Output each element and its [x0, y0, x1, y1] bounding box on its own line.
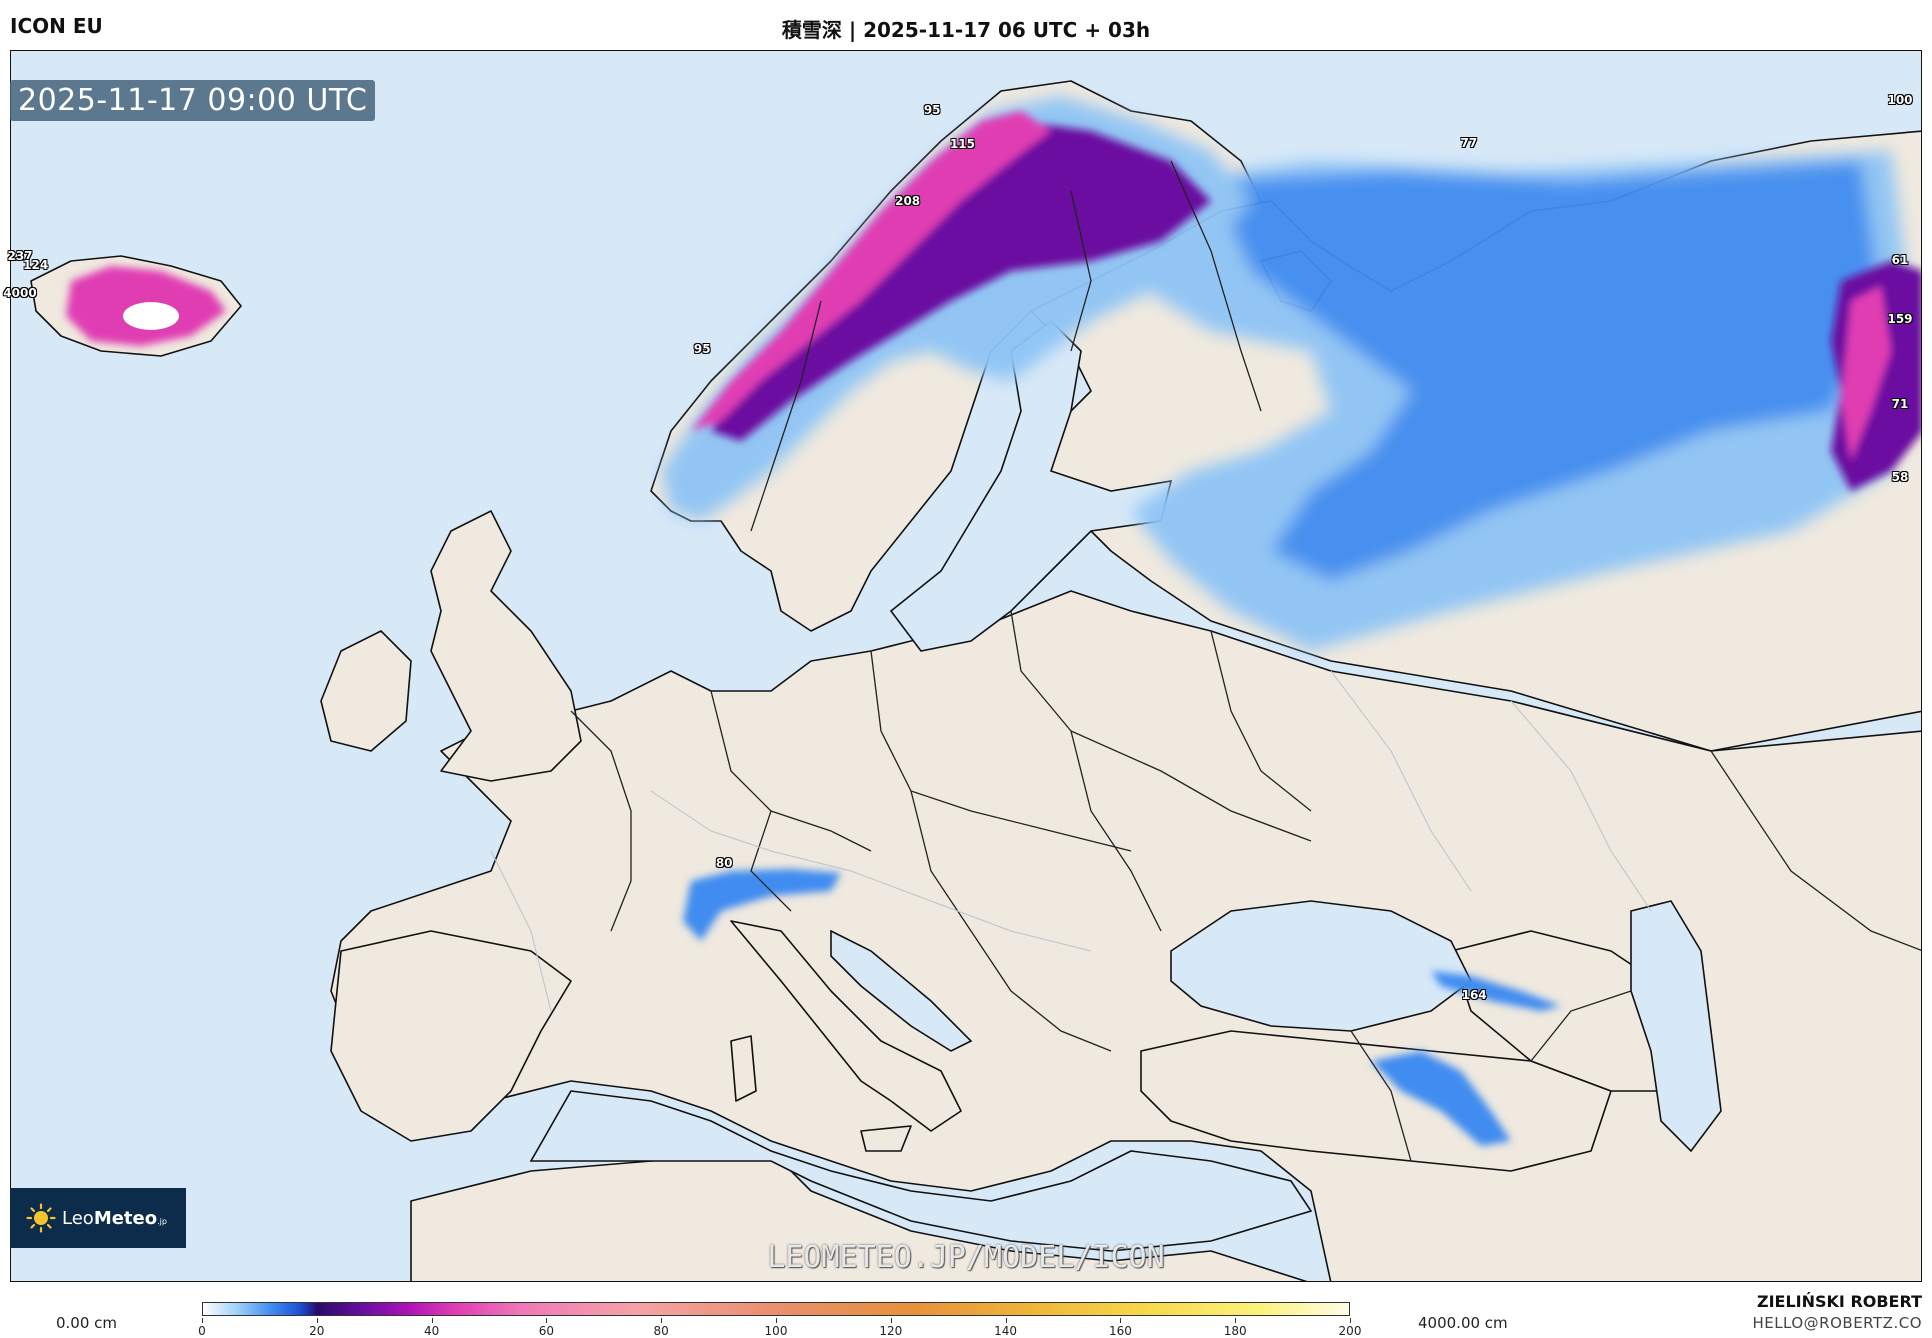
border-line: [750, 810, 792, 912]
snow-depth-value-label: 164: [1461, 987, 1487, 1002]
mediterranean-sea: [529, 1090, 1313, 1252]
logo-brand-bold: Meteo: [93, 1207, 158, 1229]
author-email[interactable]: HELLO@ROBERTZ.CO: [1752, 1314, 1922, 1332]
colorbar-tick-label: 60: [538, 1324, 555, 1338]
colorbar-tick-label: 200: [1338, 1324, 1362, 1338]
snow-alps: [683, 869, 841, 941]
border-line: [1350, 1030, 1412, 1162]
snow-depth-value-label: 58: [1891, 470, 1909, 485]
colorbar-tick-label: 0: [198, 1324, 206, 1338]
legend-max-label: 4000.00 cm: [1418, 1314, 1508, 1332]
logo-text: LeoMeteo.jp: [62, 1208, 167, 1229]
colorbar-tick-mark: [431, 1318, 433, 1323]
colorbar-tick-mark: [776, 1318, 777, 1323]
map-title: 積雪深 | 2025-11-17 06 UTC + 03h: [781, 18, 1151, 42]
site-watermark: LEOMETEO.JP/MODEL/ICON: [767, 1240, 1165, 1275]
snow-depth-value-label: 4000: [3, 286, 37, 301]
snow-depth-value-label: 124: [23, 258, 49, 273]
colorbar-tick-mark: [661, 1318, 663, 1323]
sardinia-landmass: [730, 1035, 757, 1102]
border-line: [870, 650, 1132, 852]
italy-landmass: [730, 920, 962, 1132]
border-line: [1070, 730, 1162, 932]
border-line: [1010, 610, 1312, 842]
border-line: [570, 710, 632, 932]
snow-depth-value-label: 61: [1891, 253, 1909, 268]
great-britain-landmass: [430, 510, 582, 782]
colorbar-tick-label: 80: [653, 1324, 669, 1338]
valid-time-badge: 2025-11-17 09:00 UTC: [10, 80, 376, 121]
snow-turkey: [1371, 1051, 1511, 1146]
snow-depth-value-label: 80: [715, 856, 733, 871]
colorbar-tick-mark: [202, 1318, 203, 1323]
river-line: [1510, 700, 1652, 912]
snow-depth-value-label: 208: [895, 194, 921, 209]
colorbar-tick-label: 160: [1108, 1324, 1132, 1338]
snow-depth-value-label: 77: [1460, 135, 1478, 150]
iberia-landmass: [330, 930, 572, 1142]
river-line: [1330, 670, 1472, 892]
snow-depth-value-label: 159: [1887, 311, 1913, 326]
snow-depth-value-label: 71: [1891, 397, 1909, 412]
north-africa-landmass: [410, 1150, 1308, 1281]
border-line: [1070, 190, 1092, 352]
snow-depth-value-label: 237: [7, 248, 33, 263]
border-line: [1530, 990, 1632, 1062]
snow-layer: [66, 96, 1921, 1146]
logo-suffix: .jp: [157, 1216, 167, 1226]
snow-caucasus: [1431, 971, 1561, 1011]
border-line: [910, 790, 1112, 1052]
colorbar-tick-mark: [1005, 1318, 1007, 1323]
model-name: ICON EU: [10, 14, 103, 38]
adriatic-sea: [830, 929, 973, 1052]
border-line: [1210, 630, 1312, 812]
sea-layer: [529, 250, 1722, 1252]
colorbar-tick-mark: [1235, 1318, 1237, 1323]
colorbar-tick-label: 40: [423, 1324, 440, 1338]
snow-urals-extreme: [1841, 286, 1891, 461]
snow-iceland-peak: [123, 302, 179, 330]
black-sea: [1170, 900, 1473, 1032]
author-credit: ZIELIŃSKI ROBERT: [1756, 1292, 1922, 1311]
snow-depth-colorbar: [202, 1302, 1350, 1316]
river-line: [490, 850, 552, 1012]
colorbar-tick-mark: [890, 1318, 892, 1323]
colorbar-tick-label: 20: [309, 1324, 325, 1338]
legend-min-label: 0.00 cm: [56, 1314, 118, 1332]
colorbar-tick-label: 100: [764, 1324, 788, 1338]
ireland-landmass: [320, 630, 412, 752]
snow-depth-value-label: 115: [949, 136, 975, 151]
header-bar: ICON EU 積雪深 | 2025-11-17 06 UTC + 03h: [0, 0, 1932, 50]
border-line: [750, 300, 822, 532]
river-layer: [490, 670, 1652, 1012]
colorbar-tick-mark: [1350, 1318, 1351, 1323]
snow-scandinavia-extreme: [691, 111, 1051, 431]
logo-brand-light: Leo: [62, 1207, 94, 1229]
colorbar-tick-label: 120: [879, 1324, 903, 1338]
border-line: [1710, 750, 1921, 951]
border-layer: [570, 160, 1921, 1162]
caspian-sea: [1630, 900, 1722, 1153]
snow-depth-map[interactable]: [10, 50, 1922, 1282]
snow-depth-value-label: 95: [693, 341, 711, 356]
sicily-landmass: [860, 1125, 912, 1152]
colorbar-tick-label: 140: [994, 1324, 1018, 1338]
snow-depth-value-label: 95: [923, 102, 941, 117]
colorbar-tick-mark: [1120, 1318, 1122, 1323]
map-canvas[interactable]: [11, 51, 1922, 1282]
colorbar-tick-mark: [316, 1318, 318, 1323]
colorbar-tick-mark: [546, 1318, 548, 1323]
colorbar-tick-label: 180: [1223, 1324, 1247, 1338]
snow-scandinavia-deep: [711, 121, 1211, 441]
snow-russia-mid: [1211, 161, 1881, 581]
snow-depth-value-label: 100: [1887, 92, 1913, 107]
sun-icon: [26, 1203, 56, 1233]
leometeo-logo[interactable]: LeoMeteo.jp: [10, 1188, 186, 1248]
border-line: [1170, 160, 1262, 412]
river-line: [650, 790, 1092, 952]
